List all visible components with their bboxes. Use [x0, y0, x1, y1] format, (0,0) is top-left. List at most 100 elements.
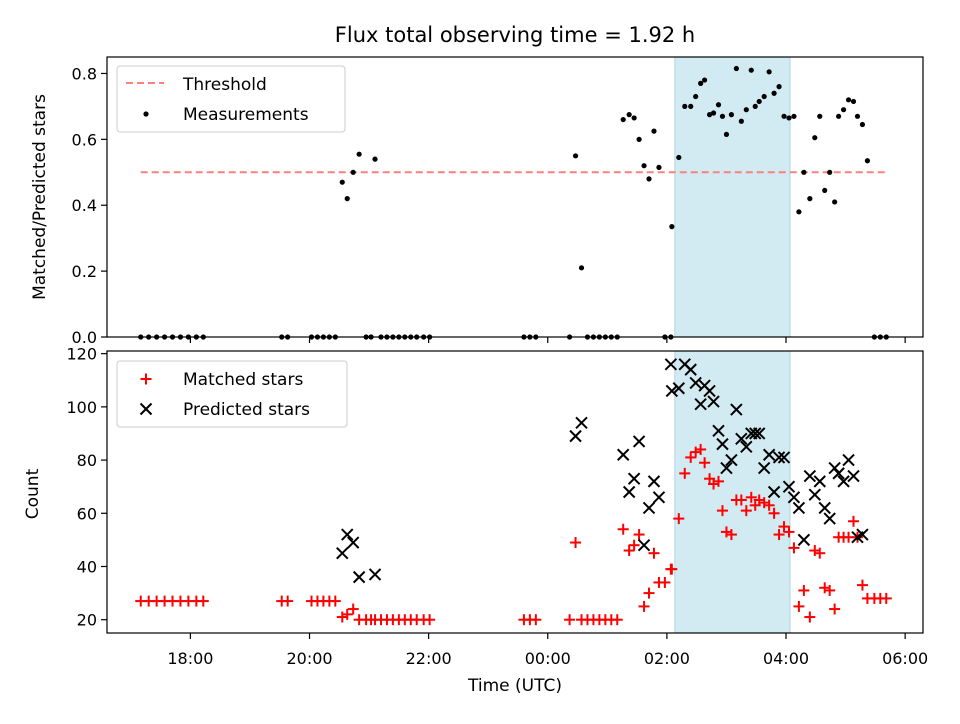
matched-star-point: [788, 542, 800, 554]
x-tick-label: 04:00: [763, 649, 809, 668]
measurement-point: [702, 77, 708, 83]
measurement-point: [733, 65, 739, 72]
x-tick-label: 06:00: [882, 649, 928, 668]
predicted-star-point: [772, 451, 786, 464]
measurement-point: [738, 118, 744, 124]
measurement-point: [748, 67, 754, 73]
predicted-star-point: [749, 427, 762, 440]
top-legend: Threshold Measurements: [116, 65, 346, 133]
matched-star-point: [648, 547, 660, 559]
measurement-point: [344, 196, 350, 202]
matched-star-point: [643, 587, 655, 599]
matched-star-point: [685, 451, 697, 463]
measurement-point: [752, 103, 758, 110]
top-axes-frame: [106, 56, 924, 338]
predicted-star-point: [647, 475, 661, 488]
y-tick-label: 80: [77, 451, 97, 470]
x-tick-label: 02:00: [644, 649, 690, 668]
measurement-point: [850, 98, 857, 105]
matched-star-point: [530, 614, 542, 626]
predicted-star-point: [792, 501, 806, 515]
predicted-star-point: [341, 528, 354, 541]
predicted-star-point: [712, 424, 725, 438]
y-tick-label: 100: [66, 398, 97, 417]
predicted-star-point: [832, 467, 845, 480]
matched-star-point: [848, 515, 860, 527]
measurement-point: [578, 265, 585, 271]
matched-star-point: [809, 545, 821, 557]
predicted-star-point: [847, 469, 860, 483]
matched-star-point: [329, 595, 341, 607]
matched-star-point: [611, 614, 623, 626]
predicted-star-point: [856, 528, 869, 541]
y-tick-label: 0.4: [72, 196, 97, 215]
predicted-star-point: [735, 432, 748, 445]
top-legend-box: [116, 65, 346, 133]
predicted-star-point: [664, 358, 678, 371]
measurement-point: [728, 112, 735, 118]
predicted-star-point: [818, 501, 831, 515]
bottom-axes-frame: [106, 350, 924, 634]
predicted-star-point: [797, 533, 811, 547]
x-tick-label: 20:00: [286, 649, 332, 668]
matched-star-point: [570, 537, 582, 549]
predicted-star-point: [637, 539, 651, 552]
measurement-point: [786, 115, 792, 121]
matched-star-point: [197, 595, 209, 607]
matched-star-point: [720, 526, 732, 538]
bottom-x-ticks: 18:00 20:00 22:00 00:00 02:00 04:00 06:00: [167, 633, 928, 668]
measurement-point: [801, 169, 807, 175]
measurement-point: [710, 110, 717, 116]
matched-star-point: [819, 582, 831, 594]
predicted-star-point: [665, 384, 679, 398]
matched-star-point: [699, 457, 711, 469]
measurement-point: [688, 103, 694, 110]
predicted-star-point: [823, 512, 836, 525]
measurement-point: [636, 136, 642, 142]
y-tick-label: 0.6: [72, 130, 97, 149]
measurement-point: [766, 69, 772, 75]
measurement-point: [356, 151, 362, 157]
measurement-point: [626, 112, 632, 118]
measurement-point: [682, 103, 688, 110]
measurement-point: [620, 116, 626, 123]
measurement-point: [822, 187, 828, 194]
measurement-point: [827, 169, 833, 175]
predicted-star-point: [720, 461, 733, 475]
predicted-star-point: [672, 382, 686, 395]
measurement-point: [641, 163, 647, 169]
measurement-point: [698, 80, 704, 86]
matched-star-point: [713, 475, 725, 487]
measurement-point: [693, 93, 699, 100]
y-tick-label: 60: [77, 504, 97, 523]
predicted-star-point: [575, 416, 588, 430]
matched-star-point: [638, 600, 650, 612]
matched-star-point: [793, 600, 805, 612]
measurement-point: [339, 179, 345, 185]
matched-star-point: [716, 505, 728, 517]
bottom-legend-box: [116, 360, 348, 428]
matched-star-point: [708, 478, 720, 490]
predicted-star-point: [642, 501, 656, 515]
measurement-point: [812, 135, 818, 141]
matched-star-point: [824, 584, 836, 596]
matched-star-point: [773, 529, 785, 541]
measurement-point: [845, 97, 852, 103]
matched-star-point: [424, 614, 436, 626]
x-tick-label: 00:00: [525, 649, 571, 668]
matched-star-point: [758, 497, 770, 509]
matched-star-point: [695, 443, 707, 455]
legend-matched-swatch: [140, 373, 152, 385]
measurement-point: [372, 156, 378, 162]
matched-star-point: [783, 526, 795, 538]
y-tick-label: 0.2: [72, 262, 97, 281]
predicted-star-point: [740, 440, 753, 453]
predicted-star-point: [346, 536, 360, 549]
predicted-star-point: [684, 363, 697, 376]
top-y-ticks: 0.0 0.2 0.4 0.6 0.8: [72, 64, 107, 347]
predicted-star-point: [707, 395, 720, 408]
matched-star-point: [623, 545, 635, 557]
matched-star-point: [763, 499, 775, 511]
bottom-shaded-region: [674, 350, 791, 634]
